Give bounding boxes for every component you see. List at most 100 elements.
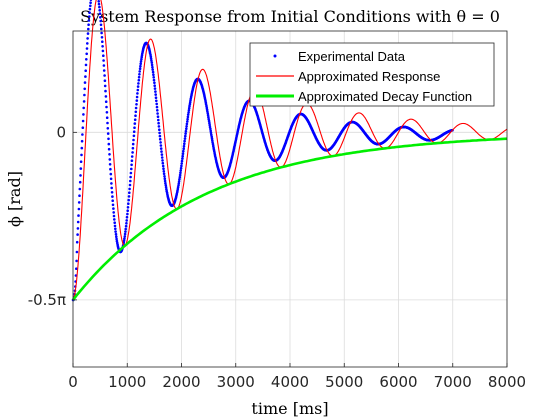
experimental-point xyxy=(128,187,131,191)
experimental-point xyxy=(76,220,80,224)
experimental-point xyxy=(111,203,115,207)
experimental-point xyxy=(127,198,130,202)
experimental-point xyxy=(115,237,118,241)
experimental-point xyxy=(109,177,113,181)
experimental-point xyxy=(125,222,128,225)
x-tick-label: 8000 xyxy=(488,373,526,391)
experimental-point xyxy=(101,49,105,53)
experimental-point xyxy=(138,70,141,73)
experimental-point xyxy=(163,175,166,178)
experimental-point xyxy=(139,64,142,68)
experimental-point xyxy=(89,0,93,2)
experimental-point xyxy=(178,173,182,177)
experimental-point xyxy=(150,59,153,62)
experimental-point xyxy=(102,69,106,72)
experimental-point xyxy=(156,109,159,112)
experimental-point xyxy=(82,106,85,110)
legend-label-decay: Approximated Decay Function xyxy=(298,89,472,104)
experimental-point xyxy=(78,187,82,191)
experimental-point xyxy=(157,125,161,128)
experimental-point xyxy=(87,19,91,22)
experimental-point xyxy=(103,74,106,77)
experimental-point xyxy=(100,27,103,31)
x-tick-label: 1000 xyxy=(108,373,146,391)
experimental-point xyxy=(102,54,105,57)
experimental-point xyxy=(103,79,107,82)
experimental-point xyxy=(124,224,128,228)
experimental-point xyxy=(129,179,132,183)
experimental-point xyxy=(84,63,88,67)
experimental-point xyxy=(132,130,136,133)
experimental-point xyxy=(183,137,187,140)
experimental-point xyxy=(84,75,87,78)
experimental-point xyxy=(109,172,113,176)
legend-label-experimental: Experimental Data xyxy=(298,49,406,64)
experimental-point xyxy=(115,235,118,238)
experimental-point xyxy=(182,144,186,148)
experimental-point xyxy=(137,82,140,85)
experimental-point xyxy=(182,147,185,150)
experimental-point xyxy=(159,141,162,144)
experimental-point xyxy=(158,134,162,138)
experimental-point xyxy=(81,126,85,129)
experimental-point xyxy=(135,95,139,99)
experimental-point xyxy=(98,9,101,12)
experimental-point xyxy=(132,134,136,138)
experimental-point xyxy=(158,128,161,131)
experimental-point xyxy=(78,180,82,184)
experimental-point xyxy=(75,259,78,263)
experimental-point xyxy=(179,166,183,170)
experimental-point xyxy=(81,133,84,136)
experimental-point xyxy=(161,164,165,168)
experimental-point xyxy=(156,112,159,115)
experimental-point xyxy=(209,127,212,131)
experimental-point xyxy=(125,219,128,222)
experimental-point xyxy=(162,172,166,176)
experimental-point xyxy=(97,0,100,3)
experimental-point xyxy=(84,69,87,72)
experimental-point xyxy=(130,167,133,171)
experimental-point xyxy=(139,62,142,65)
experimental-point xyxy=(108,163,112,166)
experimental-point xyxy=(207,119,211,123)
x-tick-label: 7000 xyxy=(434,373,472,391)
experimental-point xyxy=(138,73,141,76)
experimental-point xyxy=(137,78,141,82)
experimental-point xyxy=(209,131,213,135)
experimental-point xyxy=(185,122,189,126)
experimental-point xyxy=(149,57,153,60)
experimental-point xyxy=(162,167,165,170)
experimental-point xyxy=(179,169,182,172)
experimental-point xyxy=(82,113,85,116)
experimental-point xyxy=(158,131,161,135)
experimental-point xyxy=(86,32,90,35)
experimental-point xyxy=(79,174,82,177)
experimental-point xyxy=(100,31,103,35)
experimental-point xyxy=(126,206,130,209)
y-tick-label: 0 xyxy=(56,123,66,141)
experimental-point xyxy=(150,61,154,64)
experimental-point xyxy=(79,160,83,163)
series-decay-line xyxy=(71,137,508,301)
experimental-point xyxy=(88,11,91,14)
experimental-point xyxy=(114,232,118,236)
experimental-point xyxy=(102,64,106,67)
y-tick-label: -0.5π xyxy=(28,291,66,309)
experimental-point xyxy=(158,137,162,141)
experimental-point xyxy=(125,215,129,219)
experimental-point xyxy=(159,144,163,147)
experimental-point xyxy=(153,84,156,87)
experimental-point xyxy=(99,15,102,19)
experimental-point xyxy=(186,120,189,123)
experimental-point xyxy=(85,52,88,56)
experimental-point xyxy=(164,186,168,189)
experimental-point xyxy=(106,132,110,135)
experimental-point xyxy=(160,153,164,156)
experimental-point xyxy=(113,224,117,228)
experimental-point xyxy=(82,100,86,103)
experimental-point xyxy=(132,138,135,142)
experimental-point xyxy=(111,195,114,198)
experimental-point xyxy=(127,202,130,205)
experimental-point xyxy=(151,65,154,69)
experimental-point xyxy=(130,159,134,162)
